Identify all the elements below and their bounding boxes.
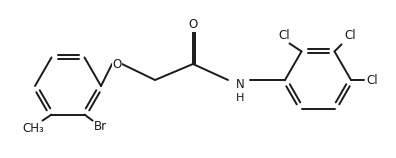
Text: Cl: Cl (345, 29, 356, 42)
Text: CH₃: CH₃ (23, 122, 44, 135)
Text: O: O (188, 18, 198, 31)
Text: H: H (236, 93, 244, 103)
Text: N: N (236, 78, 244, 91)
Text: Cl: Cl (366, 73, 378, 86)
Text: Br: Br (94, 120, 107, 133)
Text: Cl: Cl (279, 29, 290, 42)
Text: O: O (112, 58, 122, 70)
